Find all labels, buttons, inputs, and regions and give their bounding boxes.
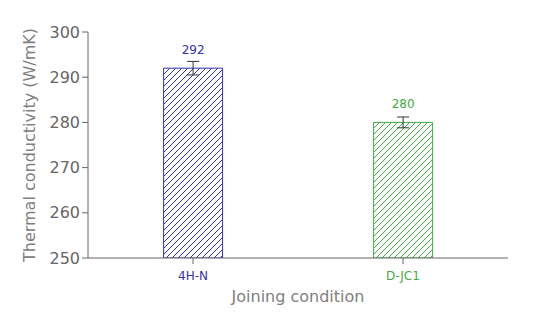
svg-text:Joining condition: Joining condition [231,287,365,306]
svg-text:280: 280 [392,97,415,111]
svg-text:250: 250 [49,249,80,268]
svg-text:260: 260 [49,203,80,222]
svg-text:Thermal conductivity (W/mK): Thermal conductivity (W/mK) [20,28,39,263]
svg-text:4H-N: 4H-N [178,269,208,283]
svg-text:292: 292 [182,43,205,57]
svg-text:D-JC1: D-JC1 [386,269,420,283]
svg-text:300: 300 [49,23,80,42]
svg-text:280: 280 [49,113,80,132]
svg-text:270: 270 [49,158,80,177]
svg-text:290: 290 [49,68,80,87]
